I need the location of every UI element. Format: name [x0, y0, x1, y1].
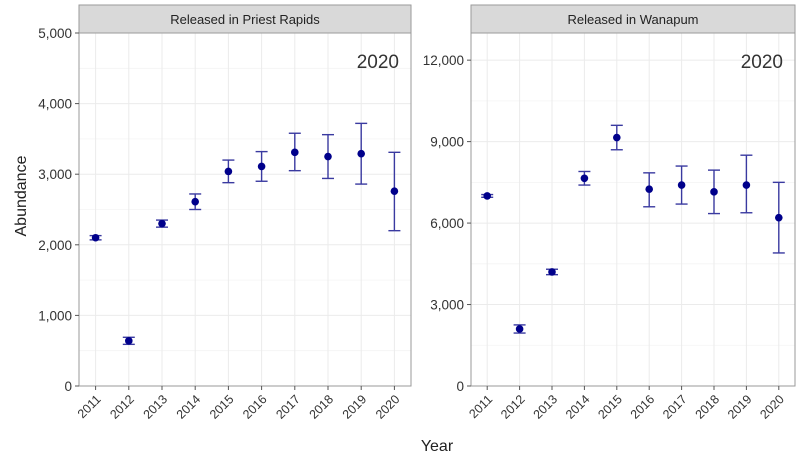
- x-tick-label: 2013: [141, 392, 171, 422]
- panel-annotation: 2020: [741, 52, 783, 73]
- x-tick-label: 2018: [693, 392, 723, 422]
- x-tick-label: 2015: [207, 392, 237, 422]
- data-point: [742, 181, 751, 189]
- panel-title: Released in Priest Rapids: [170, 12, 320, 27]
- y-tick-label: 0: [456, 379, 464, 394]
- x-tick-label: 2016: [240, 392, 270, 422]
- data-point: [645, 185, 653, 193]
- data-point: [613, 133, 621, 142]
- x-tick-label: 2019: [725, 392, 755, 422]
- data-point: [191, 197, 199, 206]
- data-point: [710, 188, 718, 196]
- data-point: [483, 192, 492, 200]
- x-tick-label: 2017: [660, 392, 690, 422]
- x-tick-label: 2013: [531, 392, 561, 422]
- x-tick-label: 2020: [757, 392, 787, 422]
- data-point: [324, 152, 332, 161]
- panel-title: Released in Wanapum: [567, 12, 698, 27]
- data-point: [357, 149, 366, 158]
- y-tick-label: 1,000: [38, 308, 72, 323]
- data-point: [515, 325, 524, 333]
- x-tick-label: 2011: [466, 392, 495, 421]
- x-tick-label: 2020: [373, 392, 403, 422]
- x-tick-label: 2017: [273, 392, 303, 422]
- x-tick-label: 2018: [307, 392, 337, 422]
- x-tick-label: 2012: [107, 392, 137, 422]
- x-tick-label: 2019: [340, 392, 370, 422]
- data-point: [257, 162, 266, 171]
- panel-2: Released in Wanapum 2020 0 3,000 6,000 9,000 1…: [423, 4, 796, 422]
- x-axis-label: Year: [421, 438, 454, 455]
- x-tick-label: 2012: [498, 392, 528, 422]
- y-tick-label: 12,000: [423, 53, 464, 68]
- x-tick-label: 2015: [595, 392, 625, 422]
- y-tick-label: 4,000: [38, 97, 72, 112]
- x-tick-label: 2014: [563, 392, 593, 422]
- y-tick-label: 3,000: [430, 298, 464, 313]
- y-tick-label: 2,000: [38, 238, 72, 253]
- data-point: [775, 213, 783, 222]
- panel-1: Released in Priest Rapids 2020 0 1,000 2,000…: [38, 4, 412, 422]
- panel-border: [78, 32, 412, 387]
- y-tick-label: 6,000: [430, 216, 464, 231]
- data-point: [125, 337, 133, 345]
- x-tick-label: 2016: [628, 392, 658, 422]
- data-point: [548, 268, 556, 276]
- data-point: [580, 174, 589, 183]
- panel-strip: [78, 4, 412, 34]
- panel-annotation: 2020: [357, 52, 399, 73]
- x-tick-label: 2011: [75, 392, 104, 421]
- data-point: [224, 167, 233, 176]
- y-tick-label: 9,000: [430, 135, 464, 150]
- data-point: [677, 181, 686, 189]
- data-point: [390, 187, 399, 195]
- y-tick-label: 0: [64, 379, 72, 394]
- y-tick-label: 5,000: [38, 26, 72, 41]
- data-point: [158, 219, 166, 228]
- plot-area: [471, 33, 795, 386]
- y-axis-label: Abundance: [13, 155, 30, 236]
- data-point: [291, 148, 299, 157]
- panel-border: [470, 32, 796, 387]
- panel-strip: [470, 4, 796, 34]
- y-tick-label: 3,000: [38, 167, 72, 182]
- data-point: [91, 233, 100, 242]
- x-tick-label: 2014: [174, 392, 204, 422]
